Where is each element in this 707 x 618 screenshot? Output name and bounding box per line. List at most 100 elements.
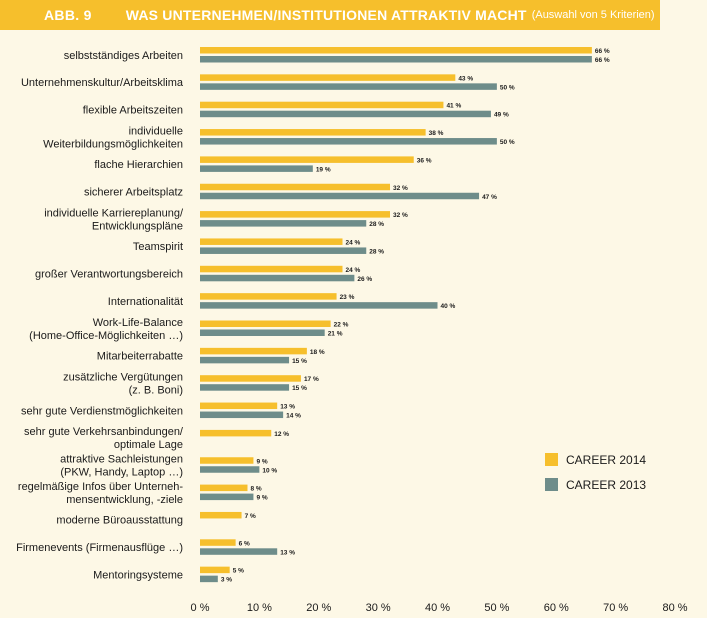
legend-swatch bbox=[545, 478, 558, 491]
data-label: 26 % bbox=[357, 276, 372, 283]
data-label: 36 % bbox=[417, 157, 432, 164]
data-label: 49 % bbox=[494, 112, 509, 119]
legend-swatch bbox=[545, 453, 558, 466]
data-label: 9 % bbox=[256, 495, 267, 502]
data-label: 12 % bbox=[274, 431, 289, 438]
category-label: Firmenevents (Firmenausflüge …) bbox=[16, 542, 183, 554]
bar-2013 bbox=[200, 165, 313, 172]
bar-2014 bbox=[200, 47, 592, 54]
category-label: sehr gute Verdienstmöglichkeiten bbox=[21, 405, 183, 417]
category-label: (z. B. Boni) bbox=[129, 384, 183, 396]
data-label: 6 % bbox=[239, 540, 250, 547]
data-label: 50 % bbox=[500, 139, 515, 146]
category-label: Teamspirit bbox=[133, 241, 183, 253]
bar-2013 bbox=[200, 247, 367, 254]
data-label: 28 % bbox=[369, 248, 384, 255]
data-label: 41 % bbox=[446, 103, 461, 110]
bar-2013 bbox=[200, 302, 438, 309]
bar-2014 bbox=[200, 347, 307, 355]
category-label: Unternehmenskultur/Arbeitsklima bbox=[21, 77, 184, 89]
category-label: sicherer Arbeitsplatz bbox=[84, 187, 183, 199]
data-label: 66 % bbox=[595, 48, 610, 55]
category-label: Weiterbildungsmöglichkeiten bbox=[43, 138, 183, 150]
bar-2014 bbox=[200, 375, 301, 382]
data-label: 40 % bbox=[441, 303, 456, 310]
data-label: 5 % bbox=[233, 568, 244, 575]
data-label: 14 % bbox=[286, 413, 301, 420]
data-label: 18 % bbox=[310, 349, 325, 356]
bar-2013 bbox=[200, 548, 278, 555]
chart-header: ABB. 9 WAS UNTERNEHMEN/INSTITUTIONEN ATT… bbox=[0, 0, 660, 30]
category-label: attraktive Sachleistungen bbox=[60, 454, 183, 466]
x-tick-label: 60 % bbox=[544, 602, 569, 614]
data-label: 66 % bbox=[595, 57, 610, 64]
bar-2014 bbox=[200, 183, 390, 191]
category-label: großer Verantwortungsbereich bbox=[35, 269, 183, 281]
data-label: 9 % bbox=[256, 458, 267, 465]
category-label: Entwicklungspläne bbox=[92, 220, 183, 232]
data-label: 24 % bbox=[346, 239, 361, 246]
data-label: 38 % bbox=[429, 130, 444, 137]
data-label: 43 % bbox=[458, 75, 473, 82]
data-label: 28 % bbox=[369, 221, 384, 228]
data-label: 21 % bbox=[328, 331, 343, 338]
bar-2013 bbox=[200, 493, 254, 501]
data-label: 32 % bbox=[393, 185, 408, 192]
x-tick-label: 70 % bbox=[603, 602, 628, 614]
bar-2014 bbox=[200, 511, 242, 519]
data-label: 24 % bbox=[346, 267, 361, 274]
legend-label: CAREER 2014 bbox=[566, 453, 646, 467]
data-label: 13 % bbox=[280, 404, 295, 411]
bar-2013 bbox=[200, 220, 367, 227]
bar-2014 bbox=[200, 238, 343, 245]
category-label: flexible Arbeitszeiten bbox=[83, 104, 183, 116]
bar-2013 bbox=[200, 384, 290, 391]
data-label: 32 % bbox=[393, 212, 408, 219]
bar-2014 bbox=[200, 484, 248, 492]
bar-2014 bbox=[200, 320, 331, 327]
category-label: zusätzliche Vergütungen bbox=[63, 371, 183, 383]
data-label: 3 % bbox=[221, 577, 232, 584]
data-label: 22 % bbox=[334, 322, 349, 329]
data-label: 15 % bbox=[292, 385, 307, 392]
x-tick-label: 20 % bbox=[306, 602, 331, 614]
data-label: 13 % bbox=[280, 549, 295, 556]
bar-2014 bbox=[200, 101, 444, 109]
category-label: regelmäßige Infos über Unterneh- bbox=[18, 481, 183, 493]
bar-2013 bbox=[200, 274, 355, 282]
bar-2014 bbox=[200, 293, 337, 300]
bar-2014 bbox=[200, 129, 426, 136]
data-label: 47 % bbox=[482, 194, 497, 201]
bar-2014 bbox=[200, 457, 254, 464]
bar-2013 bbox=[200, 356, 290, 364]
bar-2014 bbox=[200, 429, 272, 437]
category-label: moderne Büroausstattung bbox=[56, 515, 183, 527]
chart-title: WAS UNTERNEHMEN/INSTITUTIONEN ATTRAKTIV … bbox=[125, 7, 527, 23]
bar-2013 bbox=[200, 466, 260, 473]
data-label: 19 % bbox=[316, 166, 331, 173]
data-label: 23 % bbox=[340, 294, 355, 301]
bar-2013 bbox=[200, 110, 491, 118]
x-tick-label: 0 % bbox=[191, 602, 210, 614]
bar-2014 bbox=[200, 566, 230, 574]
data-label: 10 % bbox=[262, 467, 277, 474]
category-label: flache Hierarchien bbox=[94, 159, 183, 171]
chart-subtitle: (Auswahl von 5 Kriterien) bbox=[531, 9, 655, 21]
category-label: Work-Life-Balance bbox=[93, 317, 183, 329]
x-tick-label: 30 % bbox=[366, 602, 391, 614]
bar-2013 bbox=[200, 138, 497, 145]
x-tick-label: 10 % bbox=[247, 602, 272, 614]
category-label: Mentoringsysteme bbox=[93, 569, 183, 581]
bar-2013 bbox=[200, 83, 497, 90]
category-label: selbstständiges Arbeiten bbox=[64, 50, 183, 62]
category-label: sehr gute Verkehrsanbindungen/ bbox=[24, 426, 184, 438]
category-label: individuelle bbox=[129, 125, 183, 137]
bar-2014 bbox=[200, 74, 456, 81]
bar-2013 bbox=[200, 56, 592, 63]
category-label: individuelle Karriereplanung/ bbox=[44, 207, 184, 219]
data-label: 17 % bbox=[304, 376, 319, 383]
category-label: (Home-Office-Möglichkeiten …) bbox=[29, 330, 183, 342]
data-label: 8 % bbox=[251, 486, 262, 493]
legend-label: CAREER 2013 bbox=[566, 478, 646, 492]
